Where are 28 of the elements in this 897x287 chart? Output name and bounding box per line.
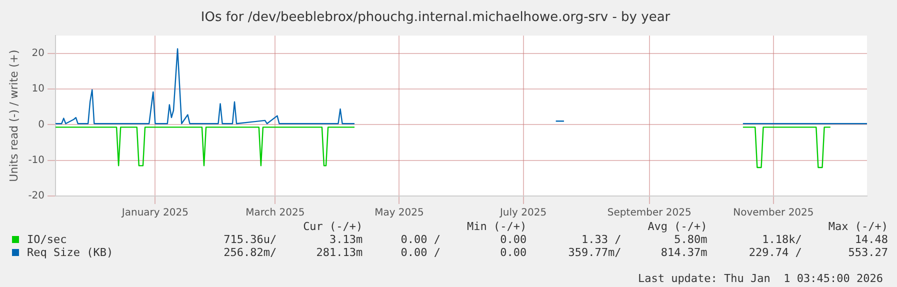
text: 359.77m/ 814.37m xyxy=(567,246,708,259)
text: Last update: Thu Jan 1 03:45:00 2026 xyxy=(638,272,883,285)
text: 1.18k/ 14.48 xyxy=(761,233,889,246)
y-tick-label: 0 xyxy=(38,119,45,130)
legend-label: Req Size (KB) xyxy=(26,246,114,259)
x-tick-label: January 2025 xyxy=(120,208,188,219)
y-tick-label: -20 xyxy=(28,190,45,202)
x-tick-label: September 2025 xyxy=(607,208,692,219)
y-axis-title: Units read (-) / write (+) xyxy=(7,50,20,182)
text: 256.82m/ 281.13m xyxy=(222,246,364,259)
x-tick-label: July 2025 xyxy=(498,208,547,219)
x-tick-label: May 2025 xyxy=(374,208,424,219)
text: 715.36u/ 3.13m xyxy=(222,233,364,246)
text: Min (-/+) xyxy=(466,220,528,233)
text: 0.00 / 0.00 xyxy=(400,246,528,259)
x-tick-label: November 2025 xyxy=(733,208,814,219)
text: Cur (-/+) xyxy=(302,220,364,233)
x-tick-label: March 2025 xyxy=(246,208,305,219)
text: Max (-/+) xyxy=(827,220,889,233)
y-tick-label: -10 xyxy=(28,154,45,166)
legend-label: IO/sec xyxy=(26,233,68,246)
chart-title: IOs for /dev/beeblebrox/phouchg.internal.michaelhowe.org-srv - by year xyxy=(200,10,671,26)
y-tick-label: 10 xyxy=(32,84,45,95)
text: 0.00 / 0.00 xyxy=(400,233,528,246)
text: Avg (-/+) xyxy=(646,220,708,233)
text: 1.33 / 5.80m xyxy=(580,233,708,246)
text: 229.74 / 553.27 xyxy=(748,246,889,259)
y-tick-label: 20 xyxy=(32,48,45,60)
